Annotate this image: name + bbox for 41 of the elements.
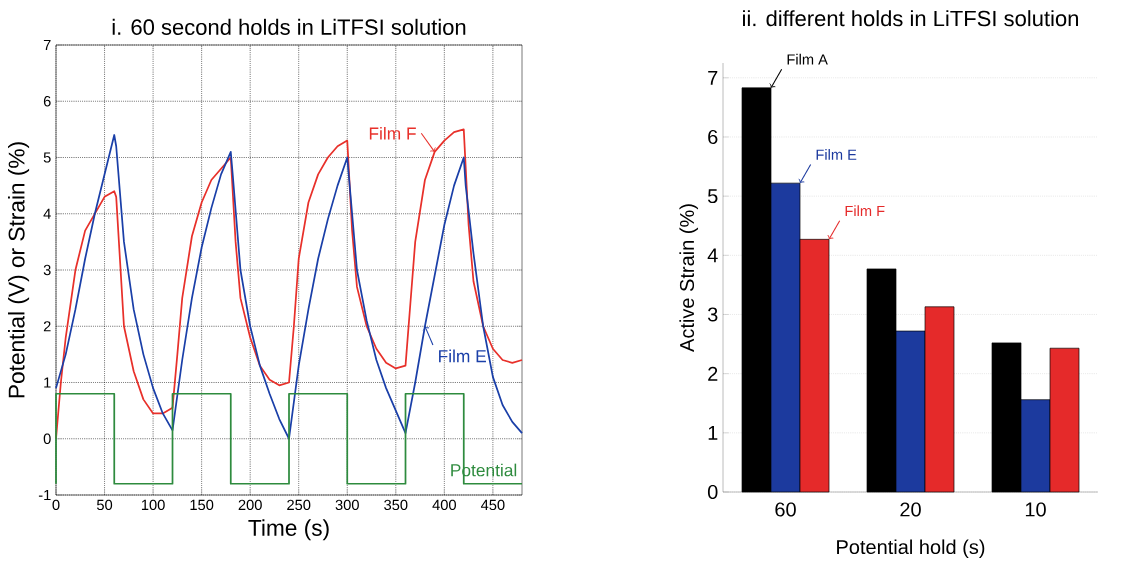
y-tick-label: 7 bbox=[708, 70, 718, 85]
legend-label: Film F bbox=[369, 126, 416, 140]
y-tick-label: 7 bbox=[43, 39, 51, 50]
y-tick-label: 4 bbox=[707, 248, 718, 262]
y-tick-label: 5 bbox=[43, 152, 51, 163]
x-tick-label: 300 bbox=[335, 499, 359, 510]
y-tick-label: -1 bbox=[38, 489, 51, 500]
x-axis-title: Potential hold (s) bbox=[837, 539, 985, 558]
x-tick-label: 200 bbox=[238, 499, 262, 510]
x-tick-label: 250 bbox=[287, 499, 311, 510]
series-label: Film E bbox=[439, 349, 486, 362]
series-label: Film A bbox=[787, 53, 828, 65]
y-tick-label: 2 bbox=[43, 320, 51, 332]
series-label: Film F bbox=[845, 205, 885, 216]
chart-title: i. 60 second holds in LiTFSI solution bbox=[112, 18, 466, 35]
x-tick-label: 100 bbox=[141, 499, 165, 510]
y-tick-label: 1 bbox=[44, 377, 51, 388]
y-tick-label: 3 bbox=[43, 264, 51, 275]
chart-title: ii. different holds in LiTFSI solution bbox=[743, 9, 1078, 27]
y-tick-label: 1 bbox=[708, 425, 718, 440]
y-axis-title: Potential (V) or Strain (%) bbox=[7, 142, 30, 398]
x-tick-label: 60 bbox=[775, 502, 796, 517]
series-label: Film E bbox=[816, 148, 857, 160]
x-tick-label: 50 bbox=[96, 499, 113, 510]
x-tick-label: 10 bbox=[1025, 502, 1046, 517]
x-axis-title: Time (s) bbox=[248, 519, 329, 541]
y-tick-label: 0 bbox=[707, 484, 718, 499]
y-tick-label: 6 bbox=[708, 129, 718, 144]
y-tick-label: 6 bbox=[43, 95, 51, 107]
y-tick-label: 5 bbox=[707, 188, 718, 203]
y-tick-label: 0 bbox=[43, 433, 51, 444]
x-tick-label: 450 bbox=[480, 499, 505, 510]
x-tick-label: 20 bbox=[900, 502, 921, 517]
x-tick-label: 150 bbox=[190, 499, 214, 510]
y-tick-label: 3 bbox=[707, 307, 718, 322]
y-tick-label: 2 bbox=[708, 366, 718, 381]
y-axis-title: Active Strain (%) bbox=[679, 204, 699, 352]
y-tick-label: 4 bbox=[43, 208, 51, 219]
x-tick-label: 0 bbox=[52, 499, 60, 510]
x-tick-label: 350 bbox=[384, 499, 408, 510]
x-tick-label: 400 bbox=[432, 499, 456, 510]
